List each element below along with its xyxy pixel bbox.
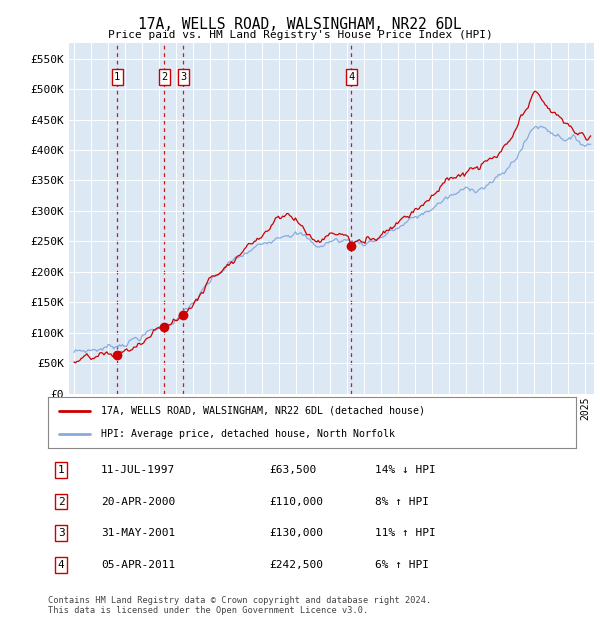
Text: 8% ↑ HPI: 8% ↑ HPI <box>376 497 430 507</box>
Text: 20-APR-2000: 20-APR-2000 <box>101 497 175 507</box>
Text: 2: 2 <box>161 72 167 82</box>
Text: 3: 3 <box>58 528 65 538</box>
Text: 1: 1 <box>58 465 65 475</box>
Text: 05-APR-2011: 05-APR-2011 <box>101 560 175 570</box>
Text: 1: 1 <box>114 72 121 82</box>
Text: 4: 4 <box>348 72 355 82</box>
Text: £242,500: £242,500 <box>270 560 324 570</box>
Text: 11-JUL-1997: 11-JUL-1997 <box>101 465 175 475</box>
Text: 14% ↓ HPI: 14% ↓ HPI <box>376 465 436 475</box>
Text: Price paid vs. HM Land Registry's House Price Index (HPI): Price paid vs. HM Land Registry's House … <box>107 30 493 40</box>
Text: £110,000: £110,000 <box>270 497 324 507</box>
Text: Contains HM Land Registry data © Crown copyright and database right 2024.
This d: Contains HM Land Registry data © Crown c… <box>48 596 431 615</box>
Text: 31-MAY-2001: 31-MAY-2001 <box>101 528 175 538</box>
Text: 17A, WELLS ROAD, WALSINGHAM, NR22 6DL (detached house): 17A, WELLS ROAD, WALSINGHAM, NR22 6DL (d… <box>101 405 425 415</box>
Text: HPI: Average price, detached house, North Norfolk: HPI: Average price, detached house, Nort… <box>101 429 395 439</box>
Text: 6% ↑ HPI: 6% ↑ HPI <box>376 560 430 570</box>
Text: 3: 3 <box>180 72 187 82</box>
Text: £63,500: £63,500 <box>270 465 317 475</box>
Text: 4: 4 <box>58 560 65 570</box>
Text: 17A, WELLS ROAD, WALSINGHAM, NR22 6DL: 17A, WELLS ROAD, WALSINGHAM, NR22 6DL <box>138 17 462 32</box>
Text: 11% ↑ HPI: 11% ↑ HPI <box>376 528 436 538</box>
Text: 2: 2 <box>58 497 65 507</box>
Text: £130,000: £130,000 <box>270 528 324 538</box>
